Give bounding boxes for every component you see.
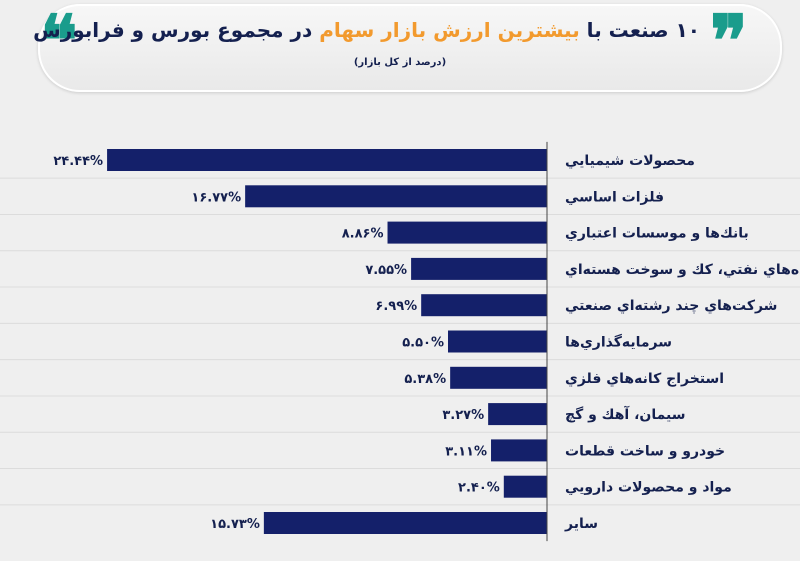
category-label: ساير bbox=[564, 516, 598, 532]
value-label: ۵.۵۰% bbox=[402, 336, 444, 351]
category-label: سيمان، آهك و گچ bbox=[565, 405, 686, 423]
value-label: ۲۴.۴۴% bbox=[53, 154, 103, 169]
bar bbox=[491, 439, 547, 462]
value-label: ۳.۲۷% bbox=[442, 408, 484, 423]
value-label: ۱۵.۷۳% bbox=[210, 517, 260, 532]
title-banner bbox=[38, 4, 782, 92]
chart-title: ۱۰ صنعت با بیشترین ارزش بازار سهام در مج… bbox=[33, 18, 700, 42]
bar bbox=[503, 475, 547, 498]
category-label: استخراج كانه‌هاي فلزي bbox=[565, 371, 724, 388]
bar bbox=[263, 512, 547, 534]
category-label: رده‌هاي نفتي، كك و سوخت هسته‌اي bbox=[565, 262, 800, 279]
open-quote-icon: ❝ bbox=[40, 0, 78, 82]
bar bbox=[107, 149, 547, 171]
title-part: در مجموع بورس و فرابورس bbox=[33, 18, 320, 42]
bar bbox=[387, 221, 547, 244]
category-label: خودرو و ساخت قطعات bbox=[565, 443, 725, 459]
value-label: ۶.۹۹% bbox=[375, 299, 417, 314]
value-label: ۷.۵۵% bbox=[365, 263, 407, 278]
bar bbox=[448, 330, 547, 353]
category-label: مواد و محصولات دارويي bbox=[565, 480, 732, 496]
value-label: ۲.۴۰% bbox=[458, 481, 500, 496]
value-label: ۸.۸۶% bbox=[342, 227, 384, 242]
category-label: سرمايه‌گذاري‌ها bbox=[565, 334, 672, 352]
close-quote-icon: ❞ bbox=[710, 0, 748, 82]
category-label: فلزات اساسي bbox=[565, 189, 664, 205]
chart-subtitle: (درصد از کل بازار) bbox=[353, 57, 447, 68]
category-label: بانك‌ها و موسسات اعتباري bbox=[565, 226, 749, 243]
category-label: شركت‌هاي چند رشته‌اي صنعتي bbox=[565, 298, 777, 315]
value-label: ۵.۳۸% bbox=[404, 372, 446, 387]
bar bbox=[488, 403, 547, 426]
title-highlight: بیشترین ارزش بازار سهام bbox=[319, 18, 580, 42]
bar bbox=[450, 366, 547, 389]
bar bbox=[411, 257, 547, 280]
bar bbox=[245, 185, 547, 208]
category-label: محصولات شيميايي bbox=[565, 153, 695, 169]
title-part: ۱۰ صنعت با bbox=[579, 18, 700, 42]
value-label: ۱۶.۷۷% bbox=[191, 190, 241, 205]
bar bbox=[421, 294, 547, 317]
value-label: ۳.۱۱% bbox=[445, 444, 487, 459]
